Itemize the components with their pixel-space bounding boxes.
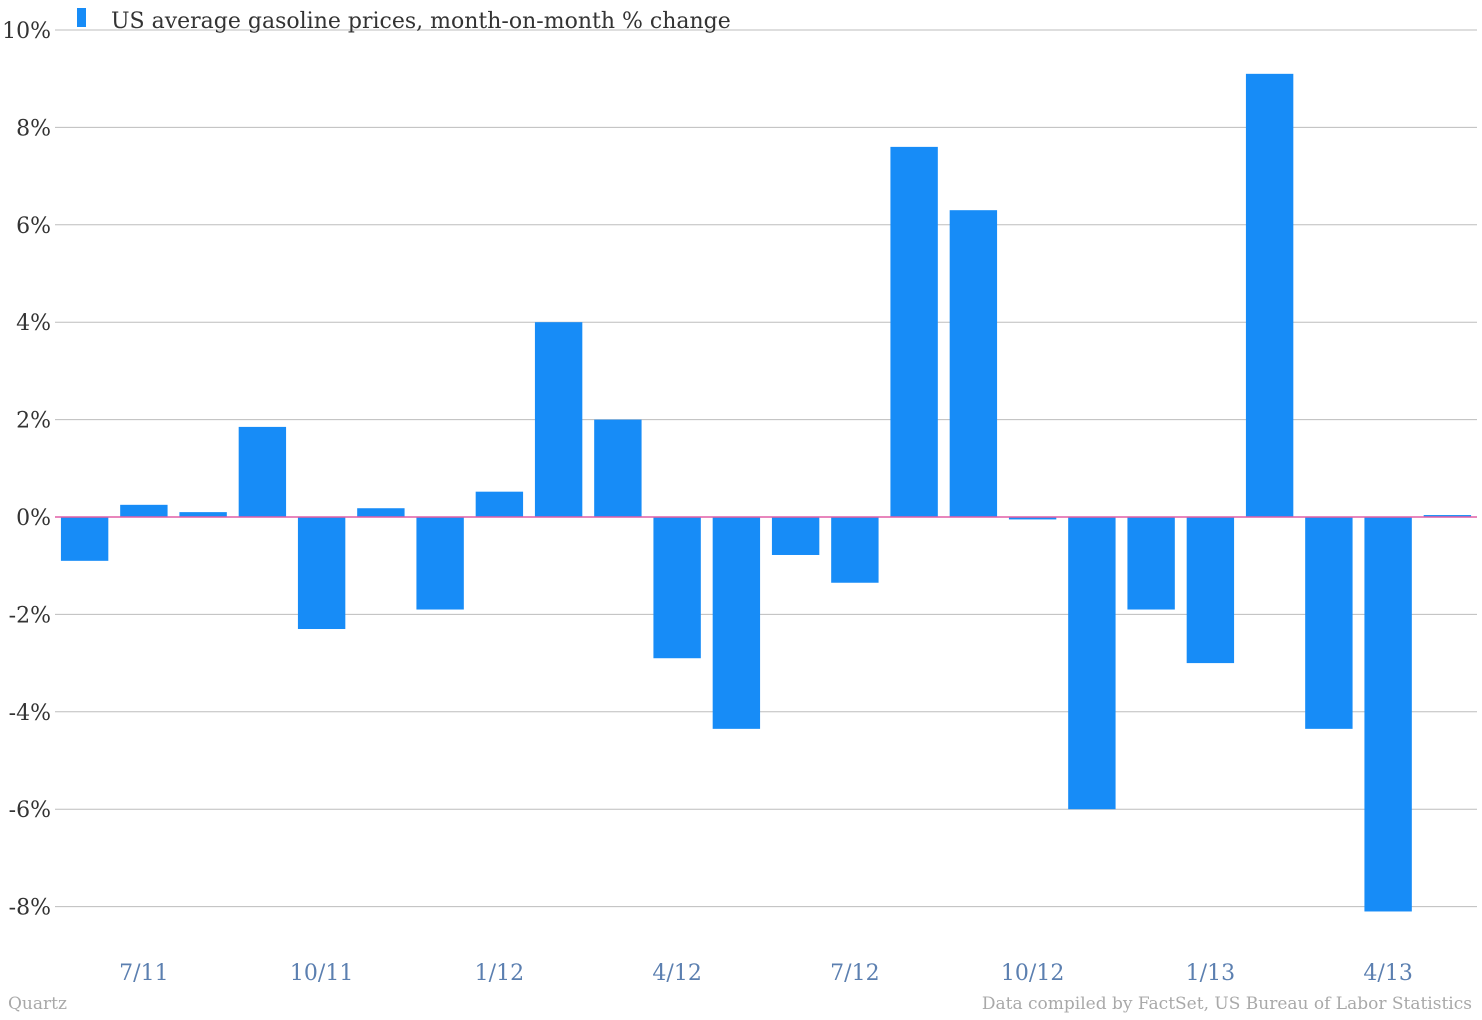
bar-1-13: [1186, 517, 1235, 664]
bar-5-13: [1423, 515, 1472, 517]
bar-9-11: [238, 426, 287, 517]
bars: [60, 73, 1472, 912]
x-axis-tick-labels: 7/11 10/11 1/12 4/12 7/12 10/12 1/13 4/13: [119, 961, 1413, 986]
credit-label: Quartz: [8, 994, 67, 1014]
source-label: Data compiled by FactSet, US Bureau of L…: [982, 994, 1472, 1014]
bar-2-12: [534, 322, 583, 517]
x-tick-label: 1/13: [1186, 961, 1235, 986]
bar-10-11: [297, 517, 346, 630]
bar-8-12: [890, 146, 938, 517]
y-tick-label: 4%: [16, 311, 51, 336]
bar-9-12: [949, 210, 998, 517]
legend-swatch: [77, 8, 86, 27]
y-tick-label: -6%: [9, 798, 51, 823]
bar-7-12: [831, 517, 879, 583]
bar-4-13: [1364, 517, 1412, 912]
x-tick-label: 10/12: [1001, 961, 1064, 986]
x-tick-label: 10/11: [290, 961, 353, 986]
bar-2-13: [1245, 73, 1294, 517]
x-tick-label: 7/12: [830, 961, 879, 986]
y-tick-label: 0%: [16, 506, 51, 531]
y-tick-label: 10%: [2, 19, 51, 44]
bar-7-11: [120, 504, 168, 517]
bar-10-12: [1008, 517, 1057, 520]
bar-12-11: [416, 517, 464, 610]
bar-4-12: [653, 517, 701, 659]
y-axis-tick-labels: 10% 8% 6% 4% 2% 0% -2% -4% -6% -8%: [2, 19, 51, 921]
bar-11-11: [357, 508, 405, 517]
bar-8-11: [179, 512, 227, 517]
y-tick-label: -2%: [9, 603, 51, 628]
bar-6-12: [771, 517, 820, 555]
x-tick-label: 4/13: [1363, 961, 1412, 986]
bar-6-11: [60, 517, 109, 561]
bar-12-12: [1127, 517, 1175, 610]
bar-3-12: [594, 419, 642, 517]
legend-label: US average gasoline prices, month-on-mon…: [111, 9, 731, 34]
y-tick-label: 6%: [16, 214, 51, 239]
legend: US average gasoline prices, month-on-mon…: [77, 8, 731, 34]
y-tick-label: 2%: [16, 409, 51, 434]
gridlines: [55, 29, 1477, 908]
y-tick-label: 8%: [16, 116, 51, 141]
bar-1-12: [475, 491, 524, 517]
x-tick-label: 7/11: [119, 961, 168, 986]
bar-5-12: [712, 517, 761, 729]
y-tick-label: -4%: [9, 701, 51, 726]
x-tick-label: 4/12: [652, 961, 701, 986]
y-tick-label: -8%: [9, 896, 51, 921]
bar-3-13: [1305, 517, 1353, 729]
bar-11-12: [1068, 517, 1116, 810]
x-tick-label: 1/12: [475, 961, 524, 986]
